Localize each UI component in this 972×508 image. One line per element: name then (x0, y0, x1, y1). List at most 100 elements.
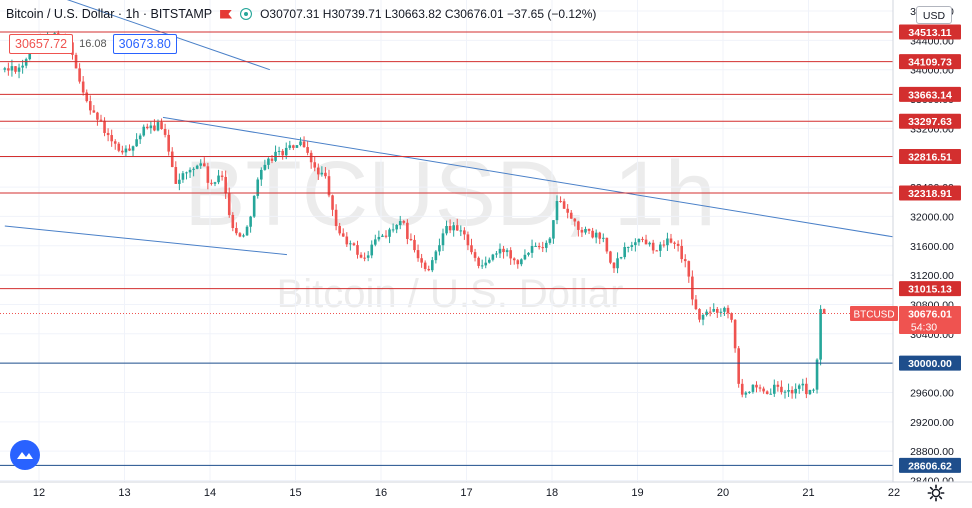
candle-body (780, 386, 783, 393)
candle-body (552, 220, 555, 239)
candle-body (270, 158, 274, 161)
symbol-title[interactable]: Bitcoin / U.S. Dollar · 1h · BITSTAMP (6, 7, 213, 21)
candle-body (89, 101, 92, 111)
candle-body (199, 163, 203, 166)
level-price-tag (899, 86, 961, 102)
candle-body (477, 257, 480, 266)
candle-body (24, 59, 28, 66)
level-price-label: 28606.62 (908, 460, 952, 472)
candle-body (790, 390, 794, 394)
candle-body (170, 151, 174, 168)
candle-body (783, 391, 787, 393)
candle-body (192, 168, 195, 170)
buy-price-button[interactable]: 30673.80 (112, 34, 177, 54)
candle-body (459, 230, 463, 232)
candle-body (463, 230, 466, 235)
candle-body (505, 250, 509, 253)
candle-body (256, 179, 260, 196)
candle-body (609, 251, 612, 263)
candle-body (794, 388, 797, 394)
candle-body (128, 148, 131, 151)
trendline[interactable] (4, 225, 288, 256)
time-axis[interactable]: 12 13 14 15 16 17 18 19 20 21 22 (0, 481, 972, 508)
time-tick-label: 16 (375, 487, 387, 499)
candle-body (434, 251, 438, 261)
candle-body (626, 246, 630, 248)
currency-button[interactable]: USD (916, 6, 952, 24)
last-price-tag (899, 306, 961, 335)
candle-body (805, 383, 808, 395)
watermark-name: Bitcoin / U.S. Dollar (277, 272, 624, 316)
candle-body (559, 201, 562, 203)
candle-body (612, 262, 616, 269)
candle-body (698, 309, 701, 320)
price-axis[interactable]: 28400.0028800.0029200.0029600.0030000.00… (892, 0, 972, 508)
level-price-tag (899, 457, 961, 473)
candle-body (470, 245, 473, 253)
candle-body (131, 146, 135, 151)
candle-body (537, 245, 541, 248)
candle-body (541, 247, 545, 249)
candle-body (384, 235, 388, 237)
candle-body (302, 141, 306, 148)
candle-body (737, 348, 740, 384)
candle-body (366, 255, 370, 258)
sell-price-button[interactable]: 30657.72 (9, 34, 74, 54)
candle-body (516, 260, 520, 265)
candle-body (345, 236, 349, 245)
candle-body (277, 150, 281, 152)
ohlc-readout: O30707.31 H30739.71 L30663.82 C30676.01 … (260, 7, 597, 21)
candle-body (181, 173, 185, 180)
candle-body (356, 245, 359, 255)
candle-body (623, 247, 626, 258)
candle-body (377, 236, 381, 240)
candle-body (455, 225, 459, 231)
candle-body (797, 385, 801, 389)
candle-body (153, 125, 156, 131)
candle-layer (3, 30, 826, 399)
candle-body (317, 167, 320, 175)
candle-body (452, 225, 455, 231)
candle-body (409, 238, 413, 240)
settings-gear-icon[interactable] (927, 484, 945, 502)
candle-body (758, 387, 762, 389)
trendline[interactable] (162, 116, 895, 238)
candle-body (99, 119, 103, 121)
candle-body (801, 383, 805, 386)
candle-body (206, 166, 210, 183)
candle-body (445, 225, 448, 234)
level-price-label: 34513.11 (908, 27, 951, 39)
candle-body (320, 172, 324, 175)
time-tick-label: 13 (118, 487, 130, 499)
candle-body (327, 176, 331, 196)
candle-body (819, 309, 822, 360)
candle-body (473, 252, 477, 258)
spread-value: 16.08 (79, 38, 107, 50)
candle-body (349, 243, 352, 245)
candle-body (135, 139, 138, 147)
candle-body (484, 262, 488, 266)
candle-body (438, 245, 441, 252)
candle-body (249, 216, 252, 227)
tradingview-logo-icon[interactable] (10, 440, 40, 470)
candle-body (252, 195, 256, 217)
candle-body (359, 254, 363, 258)
time-tick-label: 15 (289, 487, 301, 499)
candle-body (637, 238, 641, 243)
flag-icon[interactable] (220, 9, 233, 19)
candle-body (694, 299, 698, 310)
candle-body (680, 245, 683, 260)
candle-body (121, 150, 124, 153)
candle-body (587, 228, 591, 231)
candle-body (284, 147, 288, 156)
candle-body (598, 232, 602, 239)
candle-body (21, 65, 24, 68)
candle-body (644, 239, 648, 245)
candle-body (619, 257, 623, 259)
candle-body (787, 390, 790, 392)
trendline[interactable] (5, 0, 271, 71)
candle-body (602, 237, 605, 239)
candle-body (530, 246, 534, 253)
candle-body (691, 276, 694, 300)
